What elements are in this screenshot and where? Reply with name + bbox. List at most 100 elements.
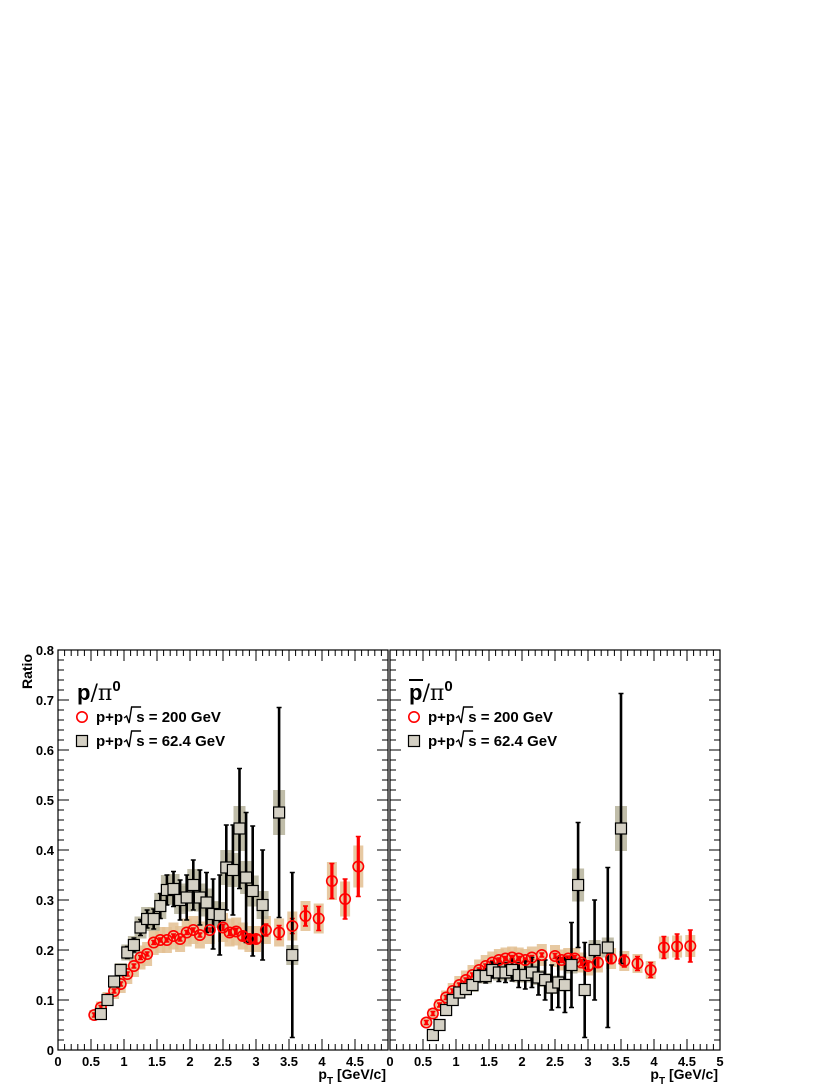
legend: p+p s = 200 GeV p+p s = 62.4 GeV (75, 706, 225, 750)
point-62gev (213, 908, 226, 922)
legend-label-62: p+p s = 62.4 GeV (96, 733, 225, 750)
radical-sign (455, 706, 474, 724)
point-200gev (167, 929, 180, 942)
point-62gev (127, 938, 140, 952)
point-200gev (339, 892, 352, 905)
radical-sign (123, 730, 142, 748)
x-tick-label: 4.5 (346, 1054, 364, 1069)
title-main: p (77, 680, 90, 705)
point-200gev (657, 941, 670, 954)
point-200gev (141, 947, 154, 960)
x-tick-label: 5 (716, 1054, 723, 1069)
point-62gev (101, 993, 114, 1007)
point-62gev (94, 1007, 108, 1021)
legend-label-200: p+p s = 200 GeV (96, 709, 221, 726)
point-62gev (187, 878, 200, 892)
point-62gev (226, 863, 239, 877)
point-200gev (259, 923, 272, 936)
point-62gev (246, 884, 259, 898)
x-tick-label: 2.5 (546, 1054, 564, 1069)
y-tick-label: 0.3 (36, 893, 54, 908)
legend-marker-circle (407, 710, 420, 723)
x-tick-label: 3 (584, 1054, 591, 1069)
xlabel-rest: [GeV/c] (333, 1066, 386, 1082)
legend-entry-200: p+p s = 200 GeV (407, 706, 553, 726)
x-tick-label: 1 (120, 1054, 127, 1069)
point-62gev (256, 898, 269, 912)
point-200gev (519, 953, 532, 966)
x-tick-label: 3 (252, 1054, 259, 1069)
y-tick-label: 0.5 (36, 793, 54, 808)
legend-marker-square (75, 734, 89, 748)
point-200gev (591, 956, 604, 969)
plot-frame (389, 649, 721, 1051)
xlabel-rest: [GeV/c] (665, 1066, 718, 1082)
xlabel-sub: T (659, 1076, 665, 1085)
x-tick-label: 2 (186, 1054, 193, 1069)
x-tick-label: 0 (386, 1054, 393, 1069)
point-62gev (578, 983, 591, 997)
point-200gev (193, 928, 206, 941)
x-tick-label: 3.5 (280, 1054, 298, 1069)
x-tick-label: 1.5 (148, 1054, 166, 1069)
y-tick-label: 0.2 (36, 943, 54, 958)
x-tick-label: 1.5 (480, 1054, 498, 1069)
point-200gev (154, 933, 167, 946)
radical-sign (123, 706, 142, 724)
point-62gev (180, 891, 193, 904)
point-62gev (200, 896, 213, 909)
x-tick-label: 0.5 (414, 1054, 432, 1069)
y-tick-label: 0.4 (36, 843, 55, 858)
point-62gev (446, 993, 459, 1007)
point-200gev (352, 860, 365, 873)
point-62gev (134, 921, 147, 934)
legend-radical: s (468, 709, 476, 726)
point-200gev (243, 932, 256, 945)
legend-entry-62: p+p s = 62.4 GeV (407, 730, 557, 750)
x-tick-label: 4 (318, 1054, 326, 1069)
point-200gev (512, 952, 525, 965)
legend-marker-circle (76, 710, 89, 723)
panel-title: p/π0 (77, 678, 121, 706)
legend-prefix: p+p (428, 709, 455, 726)
point-62gev (601, 941, 614, 954)
xlabel-main: p (650, 1066, 659, 1082)
point-200gev (203, 923, 216, 936)
point-62gev (433, 1018, 446, 1032)
point-62gev (147, 912, 160, 926)
point-62gev (571, 878, 585, 892)
point-200gev (325, 874, 338, 887)
y-tick-label: 0.6 (36, 743, 54, 758)
point-200gev (420, 1016, 433, 1029)
legend-prefix: p+p (96, 709, 123, 726)
legend: p+p s = 200 GeV p+p s = 62.4 GeV (407, 706, 557, 750)
point-200gev (223, 926, 236, 939)
point-62gev (233, 822, 246, 835)
x-tick-label: 2.5 (214, 1054, 232, 1069)
point-200gev (618, 954, 631, 967)
point-200gev (426, 1007, 439, 1020)
legend-prefix: p+p (428, 733, 455, 750)
point-62gev (114, 963, 127, 977)
point-200gev (286, 919, 299, 932)
x-axis-label: pT [GeV/c] (650, 1066, 718, 1085)
point-62gev (440, 1003, 453, 1017)
y-tick-label: 0.1 (36, 993, 54, 1008)
point-200gev (250, 932, 263, 945)
point-62gev (107, 975, 121, 988)
point-62gev (286, 948, 299, 962)
radical-sign (455, 730, 474, 748)
xlabel-main: p (318, 1066, 327, 1082)
xlabel-sub: T (327, 1076, 333, 1085)
point-200gev (535, 948, 548, 961)
point-200gev (273, 926, 286, 939)
legend-radical: s (468, 733, 476, 750)
point-62gev (558, 978, 572, 992)
legend-suffix: = 200 GeV (149, 709, 221, 726)
point-62gev (154, 899, 167, 913)
legend-radical: s (136, 733, 144, 750)
legend-entry-200: p+p s = 200 GeV (76, 706, 221, 726)
x-tick-label: 4.5 (678, 1054, 696, 1069)
point-62gev (538, 973, 552, 987)
point-200gev (312, 912, 325, 925)
